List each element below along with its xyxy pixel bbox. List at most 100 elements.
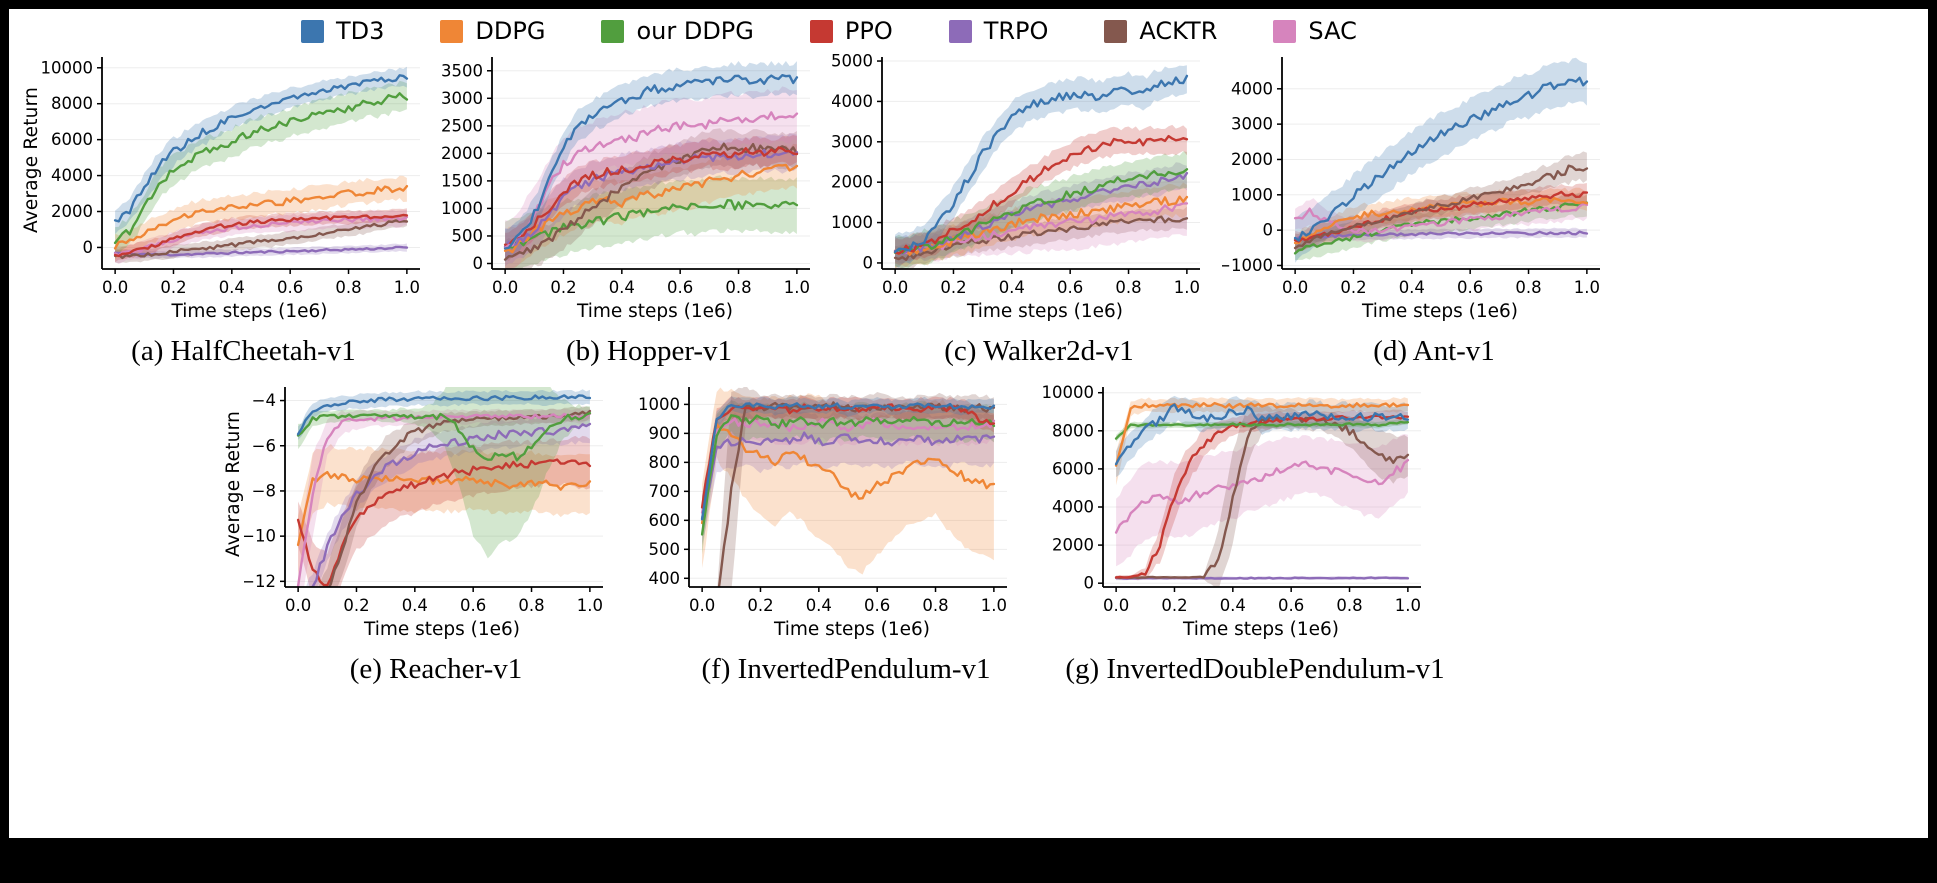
x-axis-label: Time steps (1e6) [576,301,734,322]
svg-text:0.2: 0.2 [550,278,576,297]
legend-label: SAC [1308,17,1357,45]
plot-inverteddoublependulum: 0 2000 4000 6000 8000 10000 0.0 0.2 0.4 0.6 0.8 1.0 [1043,377,1435,621]
chart-caption: (c) Walker2d-v1 [944,335,1134,367]
svg-text:0.6: 0.6 [277,278,303,297]
svg-text:0.8: 0.8 [335,278,361,297]
chart-walker2d: 0 1000 2000 3000 4000 5000 0.0 0.2 0.4 0.6 0.8 1.0 … [832,47,1214,368]
svg-text:−8: −8 [252,481,276,500]
chart-caption: (g) InvertedDoublePendulum-v1 [1065,653,1445,685]
svg-text:2000: 2000 [832,173,873,192]
svg-text:3000: 3000 [832,132,873,151]
acktr-swatch-icon [1104,19,1128,43]
chart-halfcheetah: Average Return 0 2000 4000 6000 8000 10000 0.0… [21,47,434,368]
svg-text:900: 900 [649,424,681,443]
legend-label: DDPG [475,17,546,45]
trpo-swatch-icon [948,19,972,43]
svg-text:0.6: 0.6 [460,596,486,615]
svg-text:0.2: 0.2 [747,596,773,615]
svg-text:0.0: 0.0 [1282,278,1308,297]
our-ddpg-swatch-icon [601,19,625,43]
svg-text:0.0: 0.0 [492,278,518,297]
svg-text:0.8: 0.8 [518,596,544,615]
legend-label: our DDPG [636,17,754,45]
plot-ant: −1000 0 1000 2000 3000 4000 0.0 0.2 0.4 0.6 0.8 1.0 [1222,47,1614,303]
svg-text:700: 700 [649,482,681,501]
ddpg-swatch-icon [440,19,464,43]
svg-text:1.0: 1.0 [981,596,1007,615]
svg-text:0.0: 0.0 [102,278,128,297]
x-axis-label: Time steps (1e6) [171,301,328,322]
svg-text:1000: 1000 [639,395,680,414]
legend-label: TRPO [983,17,1049,45]
chart-inverteddoublependulum: 0 2000 4000 6000 8000 10000 0.0 0.2 0.4 0.6 0.8 1.0… [1043,377,1445,686]
figure-panel: TD3 DDPG our DDPG PPO TRPO ACKTR [9,9,1928,838]
chart-ant: −1000 0 1000 2000 3000 4000 0.0 0.2 0.4 0.6 0.8 1.0… [1222,47,1614,368]
svg-text:1.0: 1.0 [394,278,420,297]
y-axis-label: Average Return [21,86,42,234]
svg-text:2000: 2000 [51,202,93,221]
chart-reacher: Average Return −12 −10 −8 −6 −4 0.0 0.2 0.4 0.6 0… [223,377,617,686]
svg-text:1500: 1500 [442,171,483,190]
legend-item-our-ddpg: our DDPG [601,17,754,45]
svg-text:4000: 4000 [1231,79,1273,98]
x-axis-label: Time steps (1e6) [773,619,931,640]
svg-text:6000: 6000 [51,130,93,149]
svg-text:0.0: 0.0 [285,596,311,615]
legend-item-ppo: PPO [809,17,893,45]
svg-text:0.6: 0.6 [864,596,890,615]
svg-text:500: 500 [649,540,681,559]
svg-text:0.8: 0.8 [1515,278,1541,297]
legend-item-ddpg: DDPG [440,17,545,45]
svg-text:4000: 4000 [832,92,873,111]
svg-text:3000: 3000 [1231,115,1273,134]
svg-text:0: 0 [83,238,94,257]
chart-caption: (b) Hopper-v1 [565,335,733,367]
svg-text:0.4: 0.4 [999,278,1025,297]
svg-text:1000: 1000 [832,213,873,232]
svg-text:500: 500 [452,226,484,245]
svg-text:0.0: 0.0 [1103,596,1129,615]
svg-text:0.8: 0.8 [1115,278,1141,297]
svg-text:0.6: 0.6 [667,278,693,297]
sac-swatch-icon [1273,19,1297,43]
svg-text:0: 0 [1263,221,1274,240]
top-chart-row: Average Return 0 2000 4000 6000 8000 10000 0.0… [21,47,1614,368]
svg-text:2000: 2000 [1231,150,1273,169]
plot-reacher: −12 −10 −8 −6 −4 0.0 0.2 0.4 0.6 0.8 1.0 [244,377,617,621]
svg-text:0.8: 0.8 [1336,596,1362,615]
plot-halfcheetah: 0 2000 4000 6000 8000 10000 0.0 0.2 0.4 0.6 0.8 1.0 [42,47,434,303]
chart-caption: (d) Ant-v1 [1373,335,1495,367]
svg-text:0.2: 0.2 [1340,278,1366,297]
svg-text:6000: 6000 [1052,459,1094,478]
legend-label: ACKTR [1139,17,1218,45]
svg-text:0: 0 [863,253,874,272]
svg-text:0.2: 0.2 [160,278,186,297]
svg-text:0.6: 0.6 [1278,596,1304,615]
svg-text:0.4: 0.4 [1220,596,1246,615]
legend-item-td3: TD3 [301,17,384,45]
svg-text:1000: 1000 [1231,185,1273,204]
plot-walker2d: 0 1000 2000 3000 4000 5000 0.0 0.2 0.4 0.6 0.8 1.0 [832,47,1214,303]
bottom-chart-row: Average Return −12 −10 −8 −6 −4 0.0 0.2 0.4 0.6 0… [223,377,1445,686]
chart-caption: (f) InvertedPendulum-v1 [701,653,991,685]
x-axis-label: Time steps (1e6) [966,301,1124,322]
legend: TD3 DDPG our DDPG PPO TRPO ACKTR [301,17,1357,45]
svg-text:1.0: 1.0 [1395,596,1421,615]
svg-text:−1000: −1000 [1222,256,1273,275]
svg-text:0.2: 0.2 [1161,596,1187,615]
svg-text:8000: 8000 [51,94,93,113]
legend-item-trpo: TRPO [948,17,1049,45]
svg-text:−6: −6 [252,436,276,455]
svg-text:10000: 10000 [42,58,93,77]
svg-text:3000: 3000 [442,89,483,108]
x-axis-label: Time steps (1e6) [1361,301,1519,322]
svg-text:0.4: 0.4 [219,278,245,297]
svg-text:8000: 8000 [1052,421,1094,440]
svg-text:800: 800 [649,453,681,472]
svg-text:1000: 1000 [442,199,483,218]
chart-hopper: 0 500 1000 1500 2000 2500 3000 3500 0.0 0.2 0.4 0.6… [442,47,824,368]
svg-text:0.0: 0.0 [882,278,908,297]
svg-text:−12: −12 [244,572,276,591]
y-axis-label: Average Return [223,410,244,558]
